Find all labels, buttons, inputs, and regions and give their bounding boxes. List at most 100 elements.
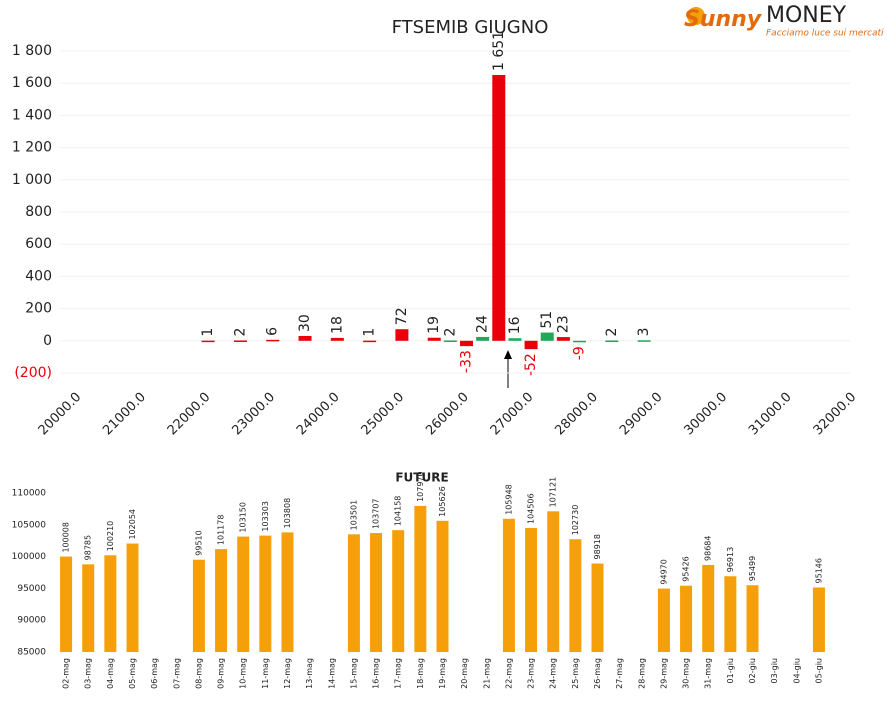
x-tick-label: 04-giu xyxy=(792,658,801,683)
value-label: 1 xyxy=(362,328,378,337)
x-tick-label: 02-mag xyxy=(62,658,71,689)
value-label: 98785 xyxy=(84,535,93,560)
bar xyxy=(436,520,449,652)
bar xyxy=(657,588,670,652)
bar xyxy=(508,338,522,341)
bar xyxy=(547,511,560,652)
x-tick-label: 01-giu xyxy=(726,658,735,683)
bar xyxy=(82,564,95,652)
x-tick-label: 07-mag xyxy=(172,658,181,689)
x-tick-label: 16-mag xyxy=(372,658,381,689)
value-label: 1 xyxy=(200,328,216,337)
x-tick-label: 03-giu xyxy=(770,658,779,683)
value-label: 103707 xyxy=(372,498,381,529)
logo-brand: Sunny xyxy=(684,7,763,32)
bar xyxy=(540,332,554,341)
value-label: 72 xyxy=(394,307,410,325)
logo-sun xyxy=(687,7,705,25)
bar xyxy=(476,336,490,341)
x-tick-label: 22-mag xyxy=(504,658,513,689)
bar xyxy=(126,543,139,652)
x-tick-label: 24-mag xyxy=(549,658,558,689)
bar xyxy=(266,339,280,342)
value-label: 101178 xyxy=(217,515,226,546)
x-tick-label: 05-mag xyxy=(128,658,137,689)
bar xyxy=(724,576,737,652)
value-label: 6 xyxy=(265,327,281,336)
y-tick-label: 1 200 xyxy=(12,140,52,156)
x-tick-label: 25-mag xyxy=(571,658,580,689)
bar xyxy=(60,556,73,652)
bar xyxy=(281,532,294,652)
y-tick-label: 400 xyxy=(25,268,52,284)
bar xyxy=(259,535,272,652)
value-label: 100008 xyxy=(62,522,71,553)
value-label: 95499 xyxy=(748,556,757,581)
value-label: 105948 xyxy=(504,484,513,515)
x-tick-label: 03-mag xyxy=(84,658,93,689)
y-tick-label: 1 000 xyxy=(12,172,52,188)
x-tick-label: 29-mag xyxy=(659,658,668,689)
x-tick-label: 08-mag xyxy=(194,658,203,689)
value-label: 2 xyxy=(604,328,620,337)
value-label: -9 xyxy=(572,346,588,360)
bar xyxy=(414,505,427,652)
x-tick-label: 04-mag xyxy=(106,658,115,689)
bar xyxy=(443,340,457,342)
bar xyxy=(427,337,441,341)
bar xyxy=(460,340,473,347)
value-label: 102054 xyxy=(128,509,137,540)
value-label: 2 xyxy=(442,328,458,337)
y-tick-label: 85000 xyxy=(17,648,46,658)
bar xyxy=(392,530,405,652)
x-tick-label: 09-mag xyxy=(217,658,226,689)
x-tick-label: 23-mag xyxy=(527,658,536,689)
bar xyxy=(370,533,383,652)
x-tick-label: 31-mag xyxy=(704,658,713,689)
bar xyxy=(573,340,587,343)
value-label: 51 xyxy=(539,311,555,329)
value-label: 105626 xyxy=(438,486,447,517)
y-tick-label: 200 xyxy=(25,301,52,317)
value-label: 95426 xyxy=(682,556,691,581)
value-label: 23 xyxy=(555,315,571,333)
x-tick-label: 13-mag xyxy=(305,658,314,689)
x-tick-label: 02-giu xyxy=(748,658,757,683)
x-tick-label: 28-mag xyxy=(637,658,646,689)
bar xyxy=(812,587,825,652)
x-tick-label: 30-mag xyxy=(682,658,691,689)
bar xyxy=(233,340,247,342)
y-tick-label: 800 xyxy=(25,204,52,220)
value-label: 104158 xyxy=(394,496,403,527)
bar xyxy=(395,329,409,341)
value-label: 107121 xyxy=(549,477,558,508)
value-label: 104506 xyxy=(527,493,536,524)
bar xyxy=(605,340,619,342)
chart-title: FUTURE xyxy=(395,471,448,485)
value-label: 98918 xyxy=(593,534,602,559)
bar xyxy=(525,527,538,652)
y-tick-label: 1 400 xyxy=(12,107,52,123)
value-label: 103150 xyxy=(239,502,248,533)
bar xyxy=(104,555,117,652)
x-tick-label: 20-mag xyxy=(460,658,469,689)
value-label: 98684 xyxy=(704,536,713,561)
value-label: 99510 xyxy=(194,530,203,555)
x-tick-label: 15-mag xyxy=(349,658,358,689)
y-tick-label: 1 600 xyxy=(12,75,52,91)
bar xyxy=(524,340,538,350)
value-label: 1 651 xyxy=(491,31,507,71)
x-tick-label: 14-mag xyxy=(327,658,336,689)
value-label: 19 xyxy=(426,316,442,334)
value-label: 2 xyxy=(232,328,248,337)
y-tick-label: 110000 xyxy=(12,489,47,499)
arrow-head xyxy=(504,350,512,359)
x-tick-label: 12-mag xyxy=(283,658,292,689)
y-tick-label: 90000 xyxy=(17,616,46,626)
bar xyxy=(363,340,377,343)
y-tick-label: 105000 xyxy=(12,520,47,530)
value-label: 96913 xyxy=(726,547,735,572)
bar xyxy=(569,539,582,652)
value-label: -33 xyxy=(459,350,475,373)
